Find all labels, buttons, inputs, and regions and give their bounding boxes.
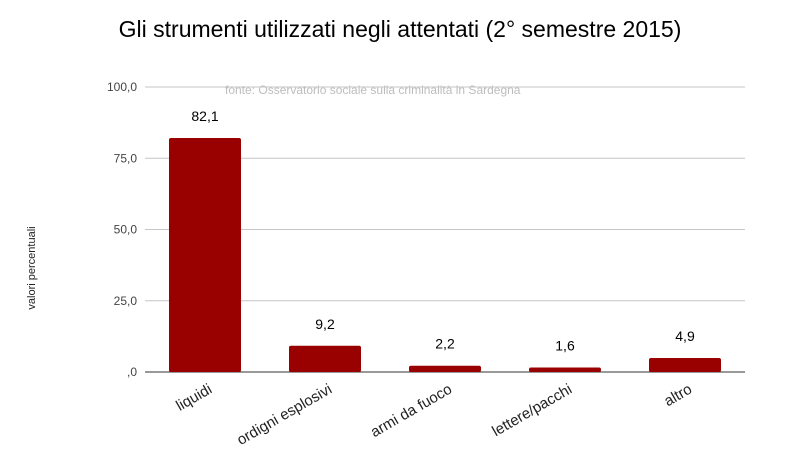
y-tick-label: 50,0 — [114, 223, 138, 237]
y-tick-label: 25,0 — [114, 294, 138, 308]
y-tick-label: 100,0 — [107, 80, 137, 94]
bar — [529, 367, 601, 372]
x-tick-label: lettere/pacchi — [489, 381, 575, 440]
x-tick-label: armi da fuoco — [368, 381, 455, 441]
data-label: 4,9 — [675, 328, 695, 344]
bar — [409, 365, 481, 372]
data-label: 2,2 — [435, 336, 455, 352]
data-label: 9,2 — [315, 316, 335, 332]
x-tick-label: ordigni esplosivi — [234, 381, 335, 449]
y-tick-label: 75,0 — [114, 151, 138, 165]
bar — [289, 345, 361, 372]
bar — [169, 138, 241, 372]
bar — [649, 358, 721, 372]
x-tick-label: liquidi — [173, 381, 215, 415]
data-label: 1,6 — [555, 337, 575, 353]
y-tick-label: ,0 — [127, 365, 137, 379]
x-tick-label: altro — [661, 381, 695, 410]
chart-title: Gli strumenti utilizzati negli attentati… — [118, 16, 682, 42]
data-label: 82,1 — [191, 108, 218, 124]
